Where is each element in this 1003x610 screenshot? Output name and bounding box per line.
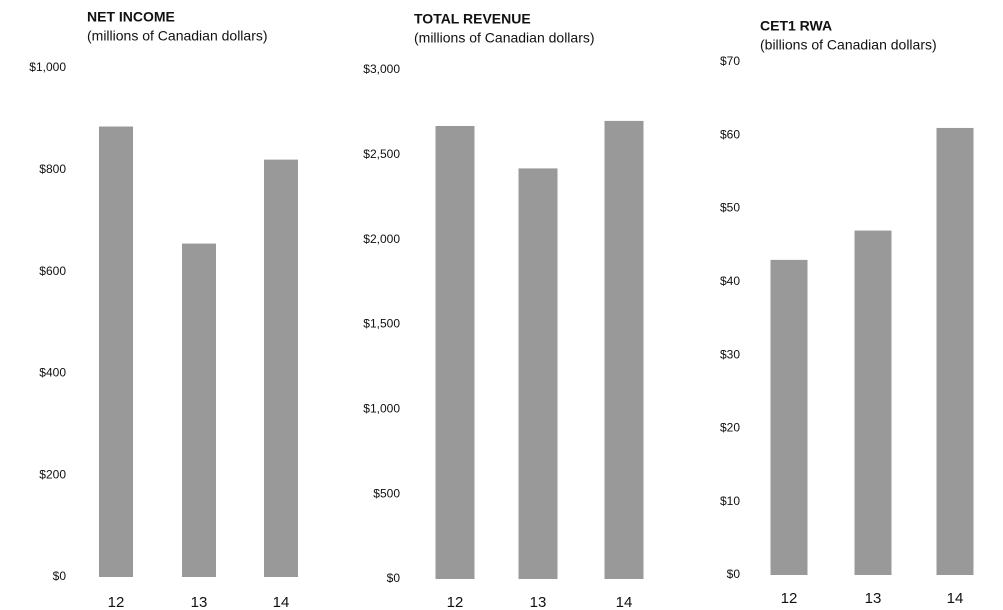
y-tick-label: $600 <box>39 264 66 278</box>
y-tick-label: $0 <box>387 571 401 585</box>
chart-title: TOTAL REVENUE <box>414 11 531 27</box>
bar <box>182 243 216 578</box>
y-tick-label: $20 <box>720 421 740 435</box>
y-tick-label: $200 <box>39 467 66 481</box>
y-tick-label: $2,500 <box>363 147 400 161</box>
x-tick-label: 12 <box>108 594 125 610</box>
y-tick-label: $50 <box>720 201 740 215</box>
bar <box>604 120 644 580</box>
x-tick-label: 14 <box>616 594 633 610</box>
x-tick-label: 14 <box>273 594 290 610</box>
x-tick-label: 12 <box>781 590 798 607</box>
y-tick-label: $1,500 <box>363 317 400 331</box>
y-tick-label: $800 <box>39 162 66 176</box>
bar <box>518 168 558 579</box>
y-tick-label: $0 <box>53 569 67 583</box>
bar <box>264 159 298 577</box>
bar <box>99 126 133 577</box>
x-tick-label: 14 <box>947 590 964 607</box>
y-tick-label: $60 <box>720 127 740 141</box>
chart-title: CET1 RWA <box>760 18 832 34</box>
x-tick-label: 13 <box>530 594 547 610</box>
y-tick-label: $0 <box>727 567 741 581</box>
bar <box>770 259 808 575</box>
y-tick-label: $70 <box>720 54 740 68</box>
chart-subtitle: (millions of Canadian dollars) <box>414 30 595 46</box>
x-tick-label: 13 <box>865 590 882 607</box>
bar <box>435 125 475 580</box>
y-tick-label: $10 <box>720 494 740 508</box>
chart-title: NET INCOME <box>87 9 175 25</box>
y-tick-label: $1,000 <box>363 402 400 416</box>
bar <box>854 230 892 576</box>
x-tick-label: 12 <box>447 594 464 610</box>
y-tick-label: $2,000 <box>363 232 400 246</box>
y-tick-label: $40 <box>720 274 740 288</box>
y-tick-label: $1,000 <box>29 60 66 74</box>
x-tick-label: 13 <box>191 594 208 610</box>
y-tick-label: $500 <box>373 486 400 500</box>
chart-subtitle: (millions of Canadian dollars) <box>87 28 268 44</box>
y-tick-label: $30 <box>720 347 740 361</box>
bar <box>936 127 974 575</box>
y-tick-label: $3,000 <box>363 62 400 76</box>
chart-subtitle: (billions of Canadian dollars) <box>760 37 937 53</box>
y-tick-label: $400 <box>39 366 66 380</box>
